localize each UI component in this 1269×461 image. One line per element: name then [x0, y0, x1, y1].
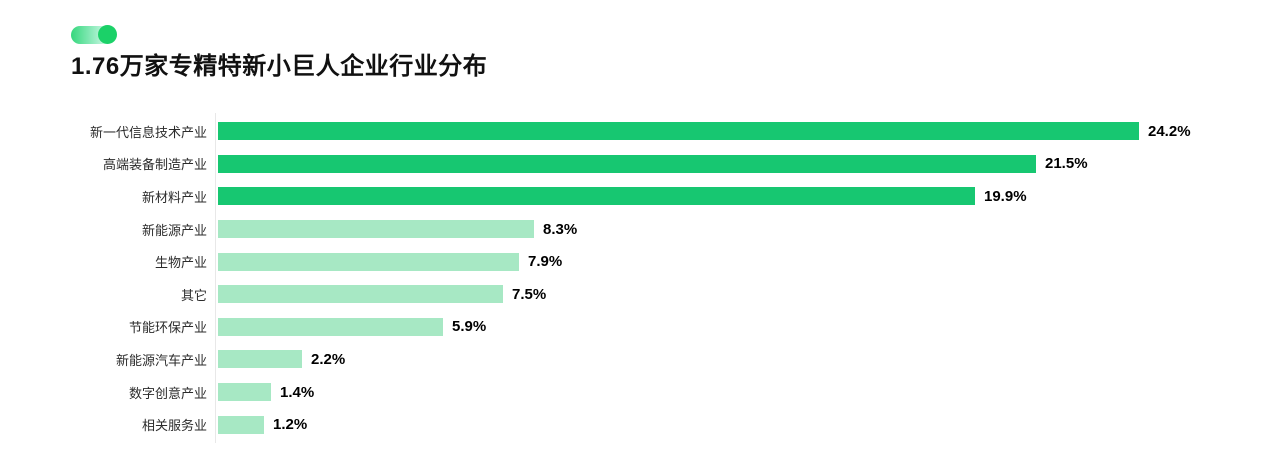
bar — [218, 154, 1036, 173]
category-label: 相关服务业 — [141, 418, 207, 434]
bar-area: 5.9% — [218, 317, 487, 336]
bar — [218, 415, 264, 434]
toggle-dot-icon — [98, 25, 117, 44]
bar-row: 新材料产业 19.9% — [62, 180, 1242, 213]
y-axis-line — [215, 113, 216, 443]
value-label: 7.9% — [528, 253, 563, 271]
bar-row: 生物产业 7.9% — [62, 245, 1242, 278]
bar-row: 数字创意产业 1.4% — [62, 376, 1242, 409]
bar — [218, 383, 271, 402]
category-label: 其它 — [180, 287, 207, 303]
bar-area: 7.5% — [218, 285, 547, 304]
bar-area: 19.9% — [218, 187, 1027, 206]
bar-area: 1.4% — [218, 383, 315, 402]
bar-row: 高端装备制造产业 21.5% — [62, 148, 1242, 181]
bar-area: 2.2% — [218, 350, 346, 369]
value-label: 1.2% — [273, 416, 308, 434]
bar-row: 新一代信息技术产业 24.2% — [62, 115, 1242, 148]
category-label: 生物产业 — [154, 255, 207, 271]
bar-area: 1.2% — [218, 415, 308, 434]
bar — [218, 285, 503, 304]
value-label: 8.3% — [543, 220, 578, 238]
bar-area: 24.2% — [218, 122, 1191, 141]
value-label: 2.2% — [311, 350, 346, 368]
bar-area: 8.3% — [218, 220, 578, 239]
bar — [218, 350, 302, 369]
value-label: 19.9% — [984, 187, 1027, 205]
bar-row: 节能环保产业 5.9% — [62, 311, 1242, 344]
bar — [218, 187, 975, 206]
bar-row: 新能源汽车产业 2.2% — [62, 343, 1242, 376]
value-label: 21.5% — [1045, 155, 1088, 173]
bar-row: 新能源产业 8.3% — [62, 213, 1242, 246]
value-label: 1.4% — [280, 383, 315, 401]
category-label: 新材料产业 — [141, 189, 207, 205]
bar-row: 相关服务业 1.2% — [62, 408, 1242, 441]
bar-row: 其它 7.5% — [62, 278, 1242, 311]
bar — [218, 317, 443, 336]
category-label: 新能源产业 — [141, 222, 207, 238]
bar-chart: 新一代信息技术产业 24.2% 高端装备制造产业 21.5% 新材料产业 19.9% 新能源… — [62, 113, 1242, 443]
value-label: 5.9% — [452, 318, 487, 336]
category-label: 数字创意产业 — [128, 385, 207, 401]
value-label: 7.5% — [512, 285, 547, 303]
bar — [218, 220, 534, 239]
chart-title: 1.76万家专精特新小巨人企业行业分布 — [71, 53, 488, 80]
category-label: 新一代信息技术产业 — [89, 124, 207, 140]
category-label: 节能环保产业 — [128, 320, 207, 336]
value-label: 24.2% — [1148, 122, 1191, 140]
bar-rows: 新一代信息技术产业 24.2% 高端装备制造产业 21.5% 新材料产业 19.9% 新能源… — [62, 115, 1242, 441]
category-label: 新能源汽车产业 — [115, 352, 207, 368]
bar — [218, 122, 1139, 141]
brand-logo — [71, 25, 118, 45]
bar-area: 21.5% — [218, 154, 1088, 173]
category-label: 高端装备制造产业 — [102, 157, 207, 173]
bar-area: 7.9% — [218, 252, 563, 271]
bar — [218, 252, 519, 271]
